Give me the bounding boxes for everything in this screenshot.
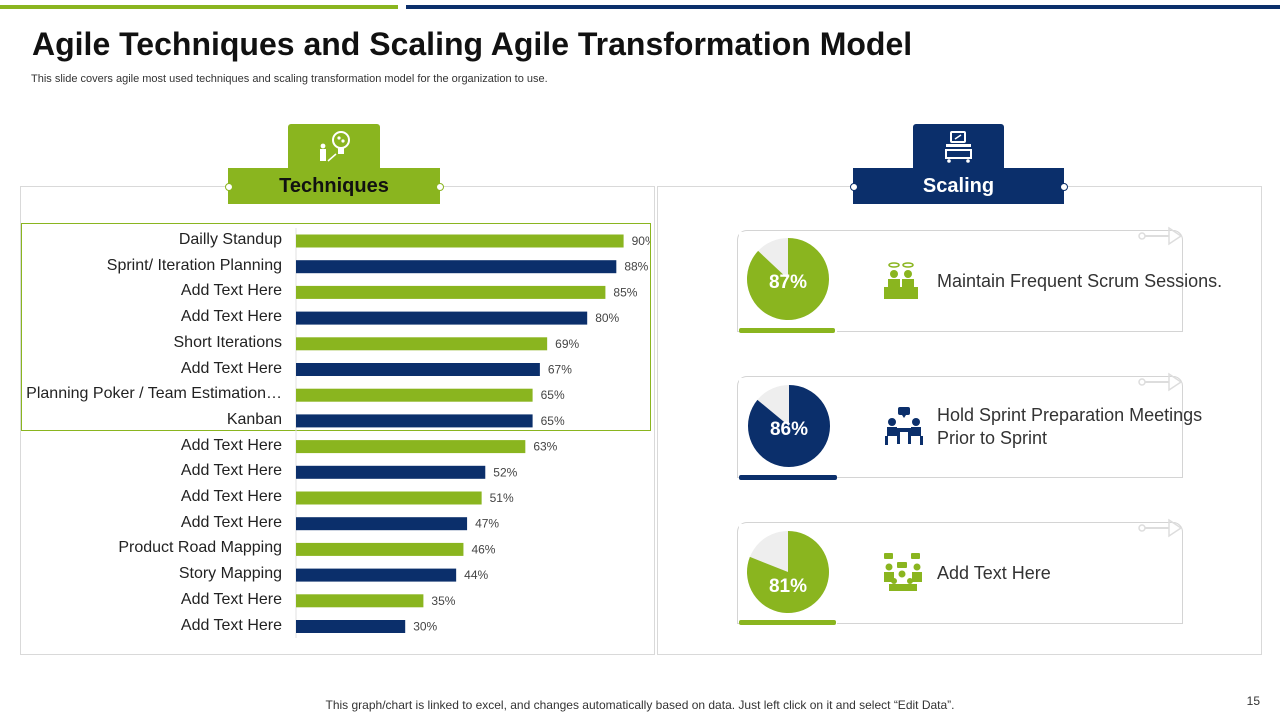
bar-value-label: 67% [548, 363, 572, 377]
bar-value-label: 88% [624, 260, 648, 274]
category-label: Short Iterations [173, 333, 283, 351]
bar-value-label: 65% [541, 414, 565, 428]
header-connector-dot [225, 183, 233, 191]
bar [296, 440, 526, 454]
techniques-icon-tab [288, 124, 380, 170]
bar-value-label: 52% [493, 465, 517, 479]
category-label: Add Text Here [180, 616, 282, 634]
bar [296, 414, 533, 428]
bar [296, 285, 606, 299]
bar [296, 517, 468, 531]
arrow-connector [1138, 226, 1183, 246]
category-labels: Dailly Standup Sprint/ Iteration Planning… [20, 228, 282, 638]
category-label: Add Text Here [180, 513, 282, 531]
pie-percent-label: 87% [769, 272, 807, 293]
arrow-connector [1138, 372, 1183, 392]
category-label: Story Mapping [178, 565, 282, 583]
category-label: Add Text Here [180, 308, 282, 326]
header-connector-dot [436, 183, 444, 191]
bar [296, 363, 540, 376]
category-label: Add Text Here [180, 488, 282, 505]
bar-value-label: 51% [490, 491, 514, 505]
category-label: Sprint/ Iteration Planning [106, 256, 282, 274]
slide-title: Agile Techniques and Scaling Agile Trans… [32, 26, 913, 62]
scaling-icon-tab [913, 124, 1004, 170]
bar-value-label: 63% [533, 440, 557, 454]
bar [296, 491, 482, 505]
discussion-table-icon [885, 407, 923, 445]
top-accent-green [0, 5, 398, 9]
slide-subtitle: This slide covers agile most used techni… [31, 73, 548, 85]
bar-value-label: 80% [595, 311, 619, 325]
card-underline [739, 620, 836, 625]
category-label: Add Text Here [180, 462, 282, 480]
card-underline [739, 328, 835, 333]
card-pie-chart: 86% [748, 385, 830, 467]
card-pie-chart: 87% [747, 238, 829, 320]
category-label: Kanban [226, 410, 282, 428]
top-accent-blue [406, 5, 1280, 9]
bar [296, 234, 624, 248]
pie-percent-label: 86% [770, 419, 808, 440]
bar-value-label: 44% [464, 568, 488, 582]
bar [296, 594, 424, 608]
bar-value-label: 90% [632, 234, 650, 248]
scaling-heading: Scaling [922, 174, 995, 197]
techniques-bar-chart: 90% 88% 85% 80% 69% 67% 65% 65% 63% 52% 51% 47% 46% 4… [295, 228, 650, 638]
card-underline [739, 475, 837, 480]
category-label: Add Text Here [180, 359, 282, 377]
pie-percent-label: 81% [769, 576, 807, 597]
bar-value-label: 69% [555, 337, 579, 351]
lightbulb-person-icon [320, 131, 350, 162]
card-text: Add Text Here [937, 563, 1051, 583]
pie-slice [748, 385, 830, 467]
card-text: Maintain Frequent Scrum Sessions. [937, 271, 1223, 291]
header-connector-dot [850, 183, 858, 191]
bar-value-label: 46% [471, 542, 495, 556]
category-label: Product Road Mapping [118, 539, 282, 557]
scaling-header: Scaling [853, 168, 1064, 204]
bar-value-label: 35% [431, 594, 455, 608]
bar [296, 388, 533, 402]
category-label: Planning Poker / Team Estimation… [26, 385, 282, 403]
scaling-card: 87% Maintain Frequent Scrum Sessions. [737, 226, 1222, 333]
bar [296, 620, 406, 633]
pie-slice [747, 238, 829, 320]
category-label: Dailly Standup [178, 231, 282, 248]
techniques-heading: Techniques [279, 174, 389, 197]
bar [296, 260, 617, 274]
bar [296, 568, 457, 582]
highlight-box [21, 223, 651, 431]
footer-note: This graph/chart is linked to excel, and… [325, 698, 955, 712]
header-connector-dot [1060, 183, 1068, 191]
techniques-header: Techniques [228, 168, 440, 204]
bar [296, 542, 464, 556]
bar [296, 465, 486, 479]
category-label: Add Text Here [180, 282, 282, 300]
bar [296, 311, 588, 325]
card-text: Hold Sprint Preparation Meetings Prior t… [937, 405, 1203, 448]
projector-desk-icon [945, 131, 972, 163]
bar-value-label: 65% [541, 388, 565, 402]
bar-value-label: 85% [613, 285, 637, 299]
scaling-card: 86% Hold Sprint Preparation Meetings Pri… [737, 372, 1202, 480]
pie-slice [747, 531, 829, 613]
bar-value-label: 30% [413, 620, 437, 634]
bar [296, 337, 548, 351]
category-label: Add Text Here [180, 436, 282, 454]
page-number: 15 [1246, 694, 1260, 708]
meeting-table-icon [884, 262, 918, 299]
arrow-connector [1138, 518, 1183, 538]
card-pie-chart: 81% [747, 531, 829, 613]
category-label: Add Text Here [180, 590, 282, 608]
bar-value-label: 47% [475, 517, 499, 531]
team-chat-icon [884, 553, 922, 591]
scaling-card: 81% Add Text Here [737, 518, 1183, 626]
